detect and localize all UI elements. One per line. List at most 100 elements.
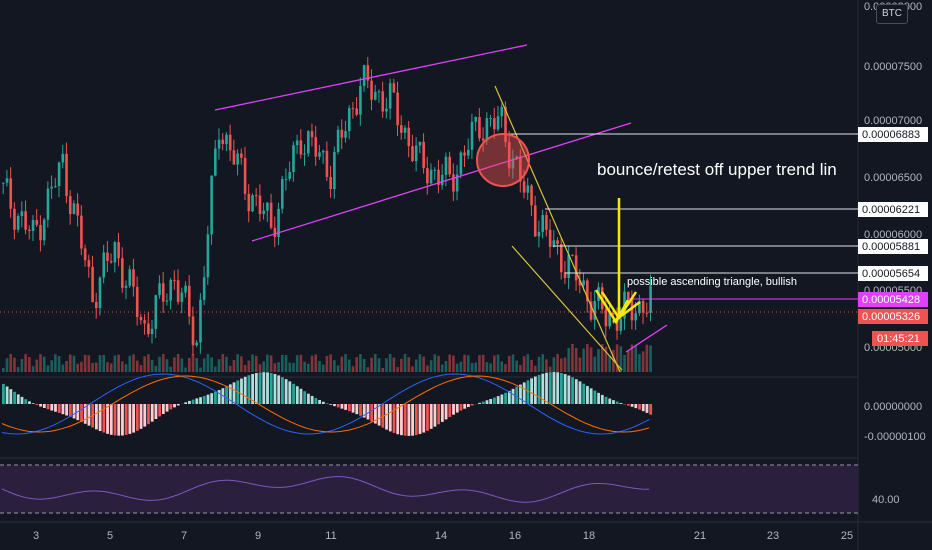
macd-bar: [388, 404, 392, 432]
macd-bar: [470, 404, 474, 406]
candle-body: [452, 174, 455, 192]
upper-channel-line[interactable]: [214, 44, 528, 111]
candle-body: [407, 127, 411, 147]
annotation-bounce[interactable]: bounce/retest off upper trend lin: [597, 160, 837, 179]
volume-bar: [481, 354, 485, 372]
price-tag-5881[interactable]: 0.00005881: [858, 239, 928, 254]
macd-bar: [504, 392, 507, 404]
volume-bar: [470, 362, 474, 372]
macd-bar: [340, 404, 344, 409]
volume-bar: [586, 344, 589, 372]
candle-body: [507, 141, 511, 169]
volume-bar: [634, 345, 637, 372]
macd-bar: [455, 404, 459, 413]
macd-bar: [165, 404, 169, 412]
retest-highlight-circle[interactable]: [476, 133, 530, 187]
price-tag-6883[interactable]: 0.00006883: [858, 127, 928, 142]
volume-bar: [396, 367, 399, 372]
candle-body: [247, 193, 251, 212]
macd-bar: [586, 386, 589, 404]
volume-bar: [262, 361, 265, 372]
candle-body: [400, 125, 403, 133]
macd-bar: [467, 404, 470, 408]
signal-line: [1, 375, 650, 433]
candle-body: [459, 152, 463, 175]
falling-wedge-lower-line[interactable]: [511, 245, 623, 371]
macd-bar: [440, 404, 444, 422]
candle-body: [548, 229, 552, 248]
time-tick: 7: [181, 530, 187, 542]
macd-bar: [463, 404, 467, 409]
candle-body: [388, 83, 392, 109]
macd-bar: [638, 404, 641, 410]
volume-bar: [236, 354, 239, 372]
time-tick: 16: [509, 530, 521, 542]
macd-bar: [437, 404, 441, 425]
macd-bar: [414, 404, 418, 436]
candle-body: [541, 215, 544, 232]
volume-bar: [76, 363, 79, 372]
volume-bar: [641, 351, 645, 372]
volume-bar: [173, 357, 176, 372]
macd-bar: [5, 386, 9, 404]
price-tag-current[interactable]: 0.00005326: [858, 309, 928, 324]
candle-body: [31, 220, 35, 231]
indicator-lines: [1, 373, 650, 503]
candle-body: [522, 181, 526, 193]
svg-text:0.00005326: 0.00005326: [862, 311, 920, 323]
candle-body: [87, 260, 91, 267]
macd-bar: [251, 373, 255, 404]
volume-bar: [35, 359, 39, 372]
candle-body: [2, 182, 5, 184]
volume-bar: [83, 354, 87, 372]
time-tick: 25: [841, 530, 853, 542]
volume-bar: [61, 364, 65, 372]
volume-bar: [455, 363, 459, 372]
macd-bar: [262, 372, 266, 404]
candle-body: [165, 300, 169, 302]
price-tag-6221[interactable]: 0.00006221: [858, 202, 928, 217]
volume-bar: [448, 354, 451, 372]
candle-body: [470, 121, 474, 150]
macd-bar: [630, 404, 634, 407]
macd-tick: 0.00000000: [864, 401, 922, 413]
macd-bar: [202, 395, 206, 404]
candle-body: [448, 156, 451, 175]
volume-bar: [615, 344, 619, 372]
macd-bar: [109, 404, 113, 435]
volume-bar: [24, 354, 27, 372]
price-tag-5428[interactable]: 0.00005428: [858, 292, 928, 307]
candle-body: [39, 224, 42, 241]
macd-bar: [273, 374, 277, 404]
macd-bar: [634, 404, 638, 409]
macd-bar: [515, 386, 519, 404]
yellow-down-arrow-small[interactable]: [594, 289, 641, 325]
candle-body: [221, 139, 225, 144]
currency-badge[interactable]: BTC: [876, 4, 908, 24]
volume-bar: [258, 364, 262, 372]
candle-body: [184, 285, 187, 293]
volume-bar: [467, 355, 470, 372]
candle-body: [563, 272, 567, 279]
macd-bar: [24, 399, 28, 404]
lower-channel-line[interactable]: [251, 122, 632, 242]
candle-body: [519, 156, 522, 182]
ascending-support-line[interactable]: [625, 324, 668, 353]
macd-bar: [128, 404, 132, 434]
volume-bar: [429, 360, 433, 372]
candle-body: [362, 65, 366, 87]
volume-bar: [325, 356, 329, 372]
annotation-ascending-triangle[interactable]: possible ascending triangle, bullish: [627, 276, 797, 288]
macd-bar: [61, 404, 65, 415]
price-tag-5654[interactable]: 0.00005654: [858, 266, 928, 281]
macd-bar: [489, 398, 493, 404]
volume-bar: [109, 363, 113, 372]
candle-body: [46, 188, 50, 220]
volume-bar: [199, 367, 202, 372]
macd-bar: [615, 401, 619, 404]
volume-bar: [5, 358, 9, 372]
volume-bar: [347, 359, 351, 372]
volume-bar: [400, 358, 403, 372]
volume-bar: [295, 355, 299, 372]
